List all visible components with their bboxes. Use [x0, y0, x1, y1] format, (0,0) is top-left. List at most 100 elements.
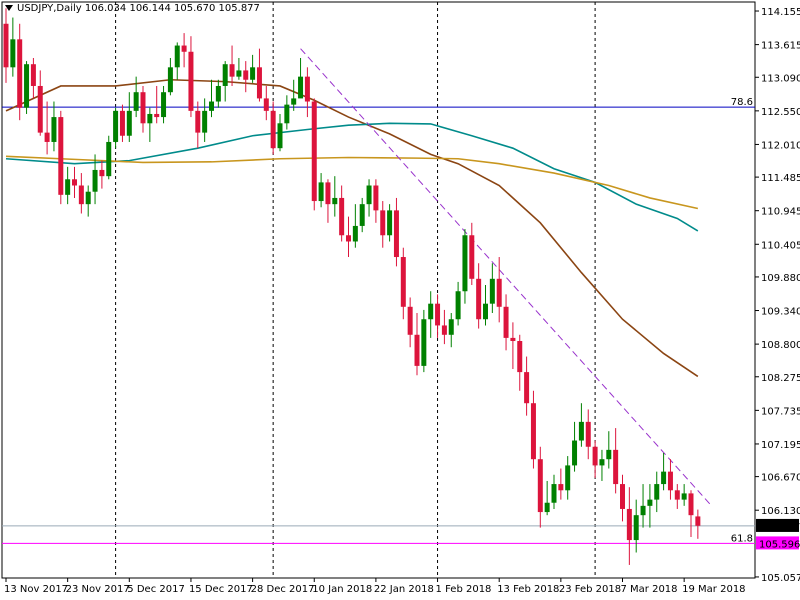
candle: [3, 8, 9, 83]
candle: [620, 474, 625, 522]
trendline: [300, 48, 712, 507]
candle-body: [441, 325, 447, 335]
candle: [476, 263, 482, 329]
x-tick-label: 7 Mar 2018: [621, 584, 678, 595]
candle-body: [359, 204, 365, 226]
candle: [674, 484, 680, 509]
candle-body: [414, 334, 420, 366]
candle-body: [503, 306, 509, 338]
candle-body: [229, 64, 235, 77]
y-tick-label: 113.615: [761, 41, 800, 52]
candle: [524, 356, 530, 416]
candle-body: [640, 505, 646, 516]
candle-body: [126, 110, 132, 136]
candle-body: [167, 67, 173, 93]
y-tick-label: 107.195: [761, 440, 800, 451]
candle: [277, 113, 283, 152]
candle-body: [339, 197, 345, 236]
candle-body: [544, 502, 550, 513]
candle: [366, 179, 372, 217]
candle-body: [626, 508, 632, 541]
candle-body: [517, 341, 523, 373]
candle-body: [181, 45, 187, 52]
candle: [72, 166, 77, 198]
candle: [133, 76, 139, 118]
candle: [517, 334, 523, 391]
candle-body: [483, 303, 488, 320]
plot-area: [1, 1, 756, 579]
candle: [65, 166, 71, 205]
candle: [407, 297, 413, 348]
candle-body: [592, 446, 598, 466]
candle-body: [428, 303, 434, 320]
candle-body: [30, 64, 36, 86]
candle: [578, 403, 584, 447]
candle: [10, 17, 16, 77]
y-tick-label: 106.670: [761, 473, 800, 484]
candle: [530, 390, 536, 469]
candle-body: [263, 98, 269, 111]
candle-body: [565, 465, 571, 491]
y-tick-label: 113.090: [761, 73, 800, 84]
candle-body: [510, 337, 516, 342]
candle: [37, 70, 43, 136]
x-tick-label: 13 Feb 2018: [497, 584, 559, 595]
candle-body: [209, 101, 214, 111]
candle-body: [325, 182, 331, 205]
candle: [51, 101, 57, 152]
level-price-badge-text: 105.596: [759, 539, 800, 550]
moving-average-line: [5, 155, 699, 210]
y-tick-label: 107.735: [761, 406, 800, 417]
x-tick-label: 10 Jan 2018: [312, 584, 372, 595]
collapse-triangle-icon[interactable]: [5, 5, 13, 11]
candle-body: [620, 484, 625, 509]
candle: [154, 85, 160, 124]
candle: [167, 57, 173, 96]
x-tick-label: 13 Nov 2017: [4, 584, 68, 595]
y-tick-label: 112.550: [761, 107, 800, 118]
candle-body: [462, 235, 468, 292]
chart-header: USDJPY,Daily 106.034 106.144 105.670 105…: [5, 3, 260, 14]
candle-body: [250, 67, 256, 80]
candle: [572, 421, 578, 472]
open-value: 106.034: [84, 3, 127, 14]
candle-body: [58, 117, 64, 195]
candle: [380, 201, 386, 248]
candle-body: [387, 210, 393, 236]
current-price-badge: [756, 518, 799, 532]
candle-body: [99, 169, 105, 177]
candle: [106, 135, 112, 180]
candle-body: [140, 92, 146, 124]
candle-body: [633, 515, 639, 541]
candle: [681, 484, 687, 506]
candle: [558, 468, 564, 500]
level-label: 61.8: [731, 533, 753, 544]
candle: [270, 101, 276, 155]
candle: [448, 313, 454, 348]
candle: [654, 471, 660, 513]
candle: [30, 57, 36, 99]
candle-body: [407, 306, 413, 335]
candle: [243, 61, 249, 93]
candle-body: [476, 278, 482, 320]
moving-average-line: [5, 122, 699, 232]
candle: [661, 452, 667, 491]
high-value: 106.144: [129, 3, 171, 14]
candle: [78, 173, 84, 214]
candle-body: [469, 235, 475, 279]
candle: [414, 313, 420, 376]
level-label: 78.6: [731, 97, 753, 108]
candle-body: [380, 210, 386, 236]
symbol-label: USDJPY,Daily: [17, 3, 82, 14]
candle-body: [496, 278, 502, 307]
candle-body: [133, 92, 139, 111]
candle-body: [106, 141, 112, 177]
candle-body: [215, 85, 221, 102]
candle: [359, 197, 365, 233]
candle: [339, 185, 345, 242]
candle-body: [65, 179, 71, 195]
candle: [161, 85, 167, 124]
candle: [421, 309, 427, 373]
candle-body: [318, 182, 324, 202]
